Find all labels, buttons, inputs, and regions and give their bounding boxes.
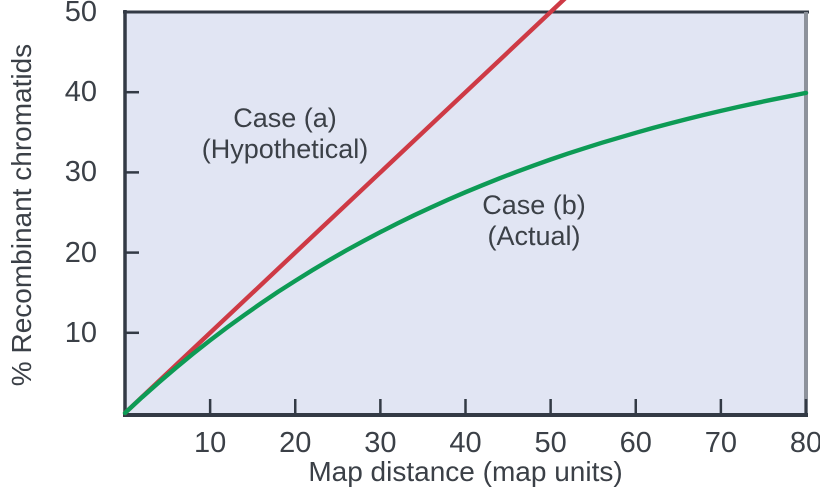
- x-tick-label-40: 40: [449, 427, 482, 459]
- x-tick-label-70: 70: [704, 427, 738, 459]
- y-tick-label-20: 20: [64, 236, 97, 269]
- y-tick-label-40: 40: [64, 76, 97, 109]
- y-tick-label-50: 50: [64, 0, 97, 28]
- plot-background: [125, 12, 806, 415]
- annotation-case-b-line1: Case (b): [482, 190, 586, 220]
- annotation-case-a-line1: Case (a): [233, 103, 337, 133]
- x-tick-label-10: 10: [193, 427, 227, 459]
- y-tick-label-30: 30: [64, 156, 97, 189]
- series-line-case-a: [122, 0, 567, 416]
- x-tick-label-20: 20: [279, 427, 312, 459]
- annotation-case-b-line2: (Actual): [487, 221, 581, 251]
- annotation-case-a-line2: (Hypothetical): [201, 134, 369, 164]
- y-tick-label-10: 10: [64, 316, 97, 349]
- x-axis-title: Map distance (map units): [308, 456, 623, 487]
- x-tick-label-50: 50: [534, 427, 567, 459]
- annotation-case-a: Case (a) (Hypothetical): [202, 103, 369, 165]
- x-tick-label-80: 80: [789, 427, 820, 459]
- x-tick-label-60: 60: [619, 427, 652, 459]
- series-line-case-b: [122, 90, 809, 416]
- y-axis-title: % Recombinant chromatids: [6, 43, 37, 387]
- annotation-case-b: Case (b) (Actual): [482, 190, 586, 252]
- x-tick-label-30: 30: [364, 427, 397, 459]
